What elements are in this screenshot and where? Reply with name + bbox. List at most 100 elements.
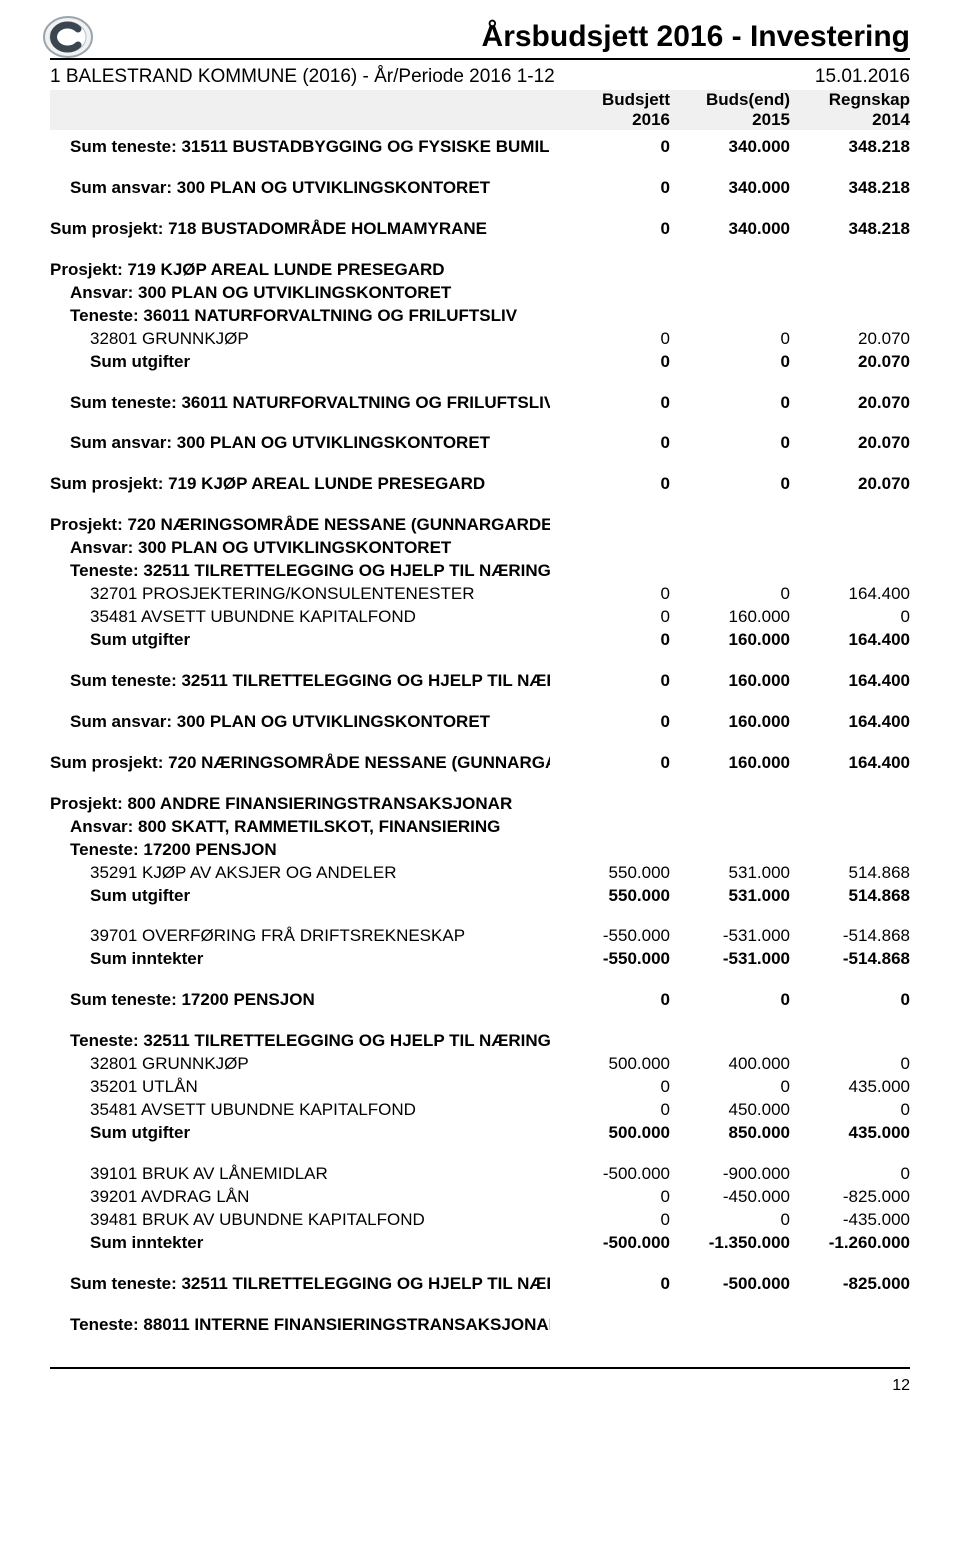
report-row: 32801 GRUNNKJØP0020.070 bbox=[50, 328, 910, 351]
row-value-2 bbox=[670, 793, 790, 816]
row-value-1: 500.000 bbox=[550, 1053, 670, 1076]
row-value-3: 435.000 bbox=[790, 1122, 910, 1145]
row-value-2: 450.000 bbox=[670, 1099, 790, 1122]
report-row: Sum utgifter0020.070 bbox=[50, 351, 910, 374]
row-value-2: 0 bbox=[670, 583, 790, 606]
row-value-3: 348.218 bbox=[790, 136, 910, 159]
row-value-3 bbox=[790, 816, 910, 839]
row-value-1: -550.000 bbox=[550, 948, 670, 971]
row-label: 39201 AVDRAG LÅN bbox=[50, 1186, 550, 1209]
report-row: Sum teneste: 32511 TILRETTELEGGING OG HJ… bbox=[50, 670, 910, 693]
row-value-1: 0 bbox=[550, 583, 670, 606]
row-gap bbox=[50, 374, 910, 392]
row-value-2: 0 bbox=[670, 989, 790, 1012]
report-row: Teneste: 17200 PENSJON bbox=[50, 839, 910, 862]
report-row: 35201 UTLÅN00435.000 bbox=[50, 1076, 910, 1099]
row-value-1: 0 bbox=[550, 473, 670, 496]
report-row: Sum utgifter550.000531.000514.868 bbox=[50, 885, 910, 908]
page-header: Årsbudsjett 2016 - Investering 1 BALESTR… bbox=[50, 20, 910, 130]
row-label: Sum inntekter bbox=[50, 1232, 550, 1255]
row-value-2: 531.000 bbox=[670, 862, 790, 885]
row-value-3 bbox=[790, 305, 910, 328]
row-label: Sum teneste: 36011 NATURFORVALTNING OG F… bbox=[50, 392, 550, 415]
report-row: Sum utgifter0160.000164.400 bbox=[50, 629, 910, 652]
row-gap bbox=[50, 241, 910, 259]
row-value-1: 550.000 bbox=[550, 885, 670, 908]
row-value-3: 0 bbox=[790, 606, 910, 629]
col-2014: 2014 bbox=[790, 110, 910, 130]
row-value-2: 531.000 bbox=[670, 885, 790, 908]
row-label: Sum utgifter bbox=[50, 629, 550, 652]
row-value-1: 0 bbox=[550, 1273, 670, 1296]
col-budsend: Buds(end) bbox=[670, 90, 790, 110]
logo bbox=[40, 12, 100, 62]
page-footer: 12 bbox=[50, 1367, 910, 1395]
row-value-3: 20.070 bbox=[790, 392, 910, 415]
row-value-2: 0 bbox=[670, 392, 790, 415]
row-value-3 bbox=[790, 793, 910, 816]
row-label: Sum teneste: 17200 PENSJON bbox=[50, 989, 550, 1012]
row-value-3: 164.400 bbox=[790, 629, 910, 652]
row-gap bbox=[50, 200, 910, 218]
row-label: Teneste: 32511 TILRETTELEGGING OG HJELP … bbox=[50, 1030, 550, 1053]
row-value-2: 160.000 bbox=[670, 752, 790, 775]
col-regnskap: Regnskap bbox=[790, 90, 910, 110]
row-value-2: 0 bbox=[670, 1209, 790, 1232]
report-row: Teneste: 32511 TILRETTELEGGING OG HJELP … bbox=[50, 1030, 910, 1053]
row-value-1: 0 bbox=[550, 351, 670, 374]
row-label: Sum prosjekt: 720 NÆRINGSOMRÅDE NESSANE … bbox=[50, 752, 550, 775]
row-value-1 bbox=[550, 793, 670, 816]
row-value-1: 0 bbox=[550, 752, 670, 775]
col-2016: 2016 bbox=[550, 110, 670, 130]
row-value-3: 164.400 bbox=[790, 752, 910, 775]
row-gap bbox=[50, 496, 910, 514]
row-label: Sum prosjekt: 719 KJØP AREAL LUNDE PRESE… bbox=[50, 473, 550, 496]
row-label: 35291 KJØP AV AKSJER OG ANDELER bbox=[50, 862, 550, 885]
row-value-3: 0 bbox=[790, 1163, 910, 1186]
report-row: 32701 PROSJEKTERING/KONSULENTENESTER0016… bbox=[50, 583, 910, 606]
column-header-row2: 2016 2015 2014 bbox=[50, 110, 910, 130]
report-row: Ansvar: 300 PLAN OG UTVIKLINGSKONTORET bbox=[50, 282, 910, 305]
row-value-1: 550.000 bbox=[550, 862, 670, 885]
row-value-1: 0 bbox=[550, 1076, 670, 1099]
row-label: Ansvar: 300 PLAN OG UTVIKLINGSKONTORET bbox=[50, 282, 550, 305]
row-value-3 bbox=[790, 839, 910, 862]
row-value-1: 0 bbox=[550, 392, 670, 415]
row-gap bbox=[50, 907, 910, 925]
row-gap bbox=[50, 1255, 910, 1273]
row-label: Sum ansvar: 300 PLAN OG UTVIKLINGSKONTOR… bbox=[50, 432, 550, 455]
row-value-3: 0 bbox=[790, 989, 910, 1012]
row-label: Sum teneste: 32511 TILRETTELEGGING OG HJ… bbox=[50, 1273, 550, 1296]
row-label: Sum prosjekt: 718 BUSTADOMRÅDE HOLMAMYRA… bbox=[50, 218, 550, 241]
row-label: 35201 UTLÅN bbox=[50, 1076, 550, 1099]
row-value-3 bbox=[790, 1030, 910, 1053]
row-gap bbox=[50, 775, 910, 793]
row-value-3: -514.868 bbox=[790, 948, 910, 971]
row-value-2 bbox=[670, 560, 790, 583]
row-value-2 bbox=[670, 514, 790, 537]
row-label: 32801 GRUNNKJØP bbox=[50, 1053, 550, 1076]
row-label: Sum utgifter bbox=[50, 885, 550, 908]
row-value-3: -825.000 bbox=[790, 1273, 910, 1296]
report-row: Sum ansvar: 300 PLAN OG UTVIKLINGSKONTOR… bbox=[50, 711, 910, 734]
report-row: Prosjekt: 720 NÆRINGSOMRÅDE NESSANE (GUN… bbox=[50, 514, 910, 537]
row-value-1: 0 bbox=[550, 989, 670, 1012]
row-value-2: 160.000 bbox=[670, 629, 790, 652]
col-2015: 2015 bbox=[670, 110, 790, 130]
row-value-3: 20.070 bbox=[790, 328, 910, 351]
row-gap bbox=[50, 652, 910, 670]
row-value-2: -1.350.000 bbox=[670, 1232, 790, 1255]
row-value-2: 160.000 bbox=[670, 670, 790, 693]
subtitle-left: 1 BALESTRAND KOMMUNE (2016) - År/Periode… bbox=[50, 66, 555, 88]
page-number: 12 bbox=[50, 1377, 910, 1395]
row-value-2: -531.000 bbox=[670, 925, 790, 948]
row-label: Teneste: 32511 TILRETTELEGGING OG HJELP … bbox=[50, 560, 550, 583]
row-label: 39481 BRUK AV UBUNDNE KAPITALFOND bbox=[50, 1209, 550, 1232]
report-row: Sum prosjekt: 718 BUSTADOMRÅDE HOLMAMYRA… bbox=[50, 218, 910, 241]
report-row: Sum inntekter-550.000-531.000-514.868 bbox=[50, 948, 910, 971]
row-value-3: -514.868 bbox=[790, 925, 910, 948]
row-label: Sum teneste: 32511 TILRETTELEGGING OG HJ… bbox=[50, 670, 550, 693]
row-value-2: 160.000 bbox=[670, 606, 790, 629]
row-label: 35481 AVSETT UBUNDNE KAPITALFOND bbox=[50, 606, 550, 629]
row-value-2: 0 bbox=[670, 328, 790, 351]
